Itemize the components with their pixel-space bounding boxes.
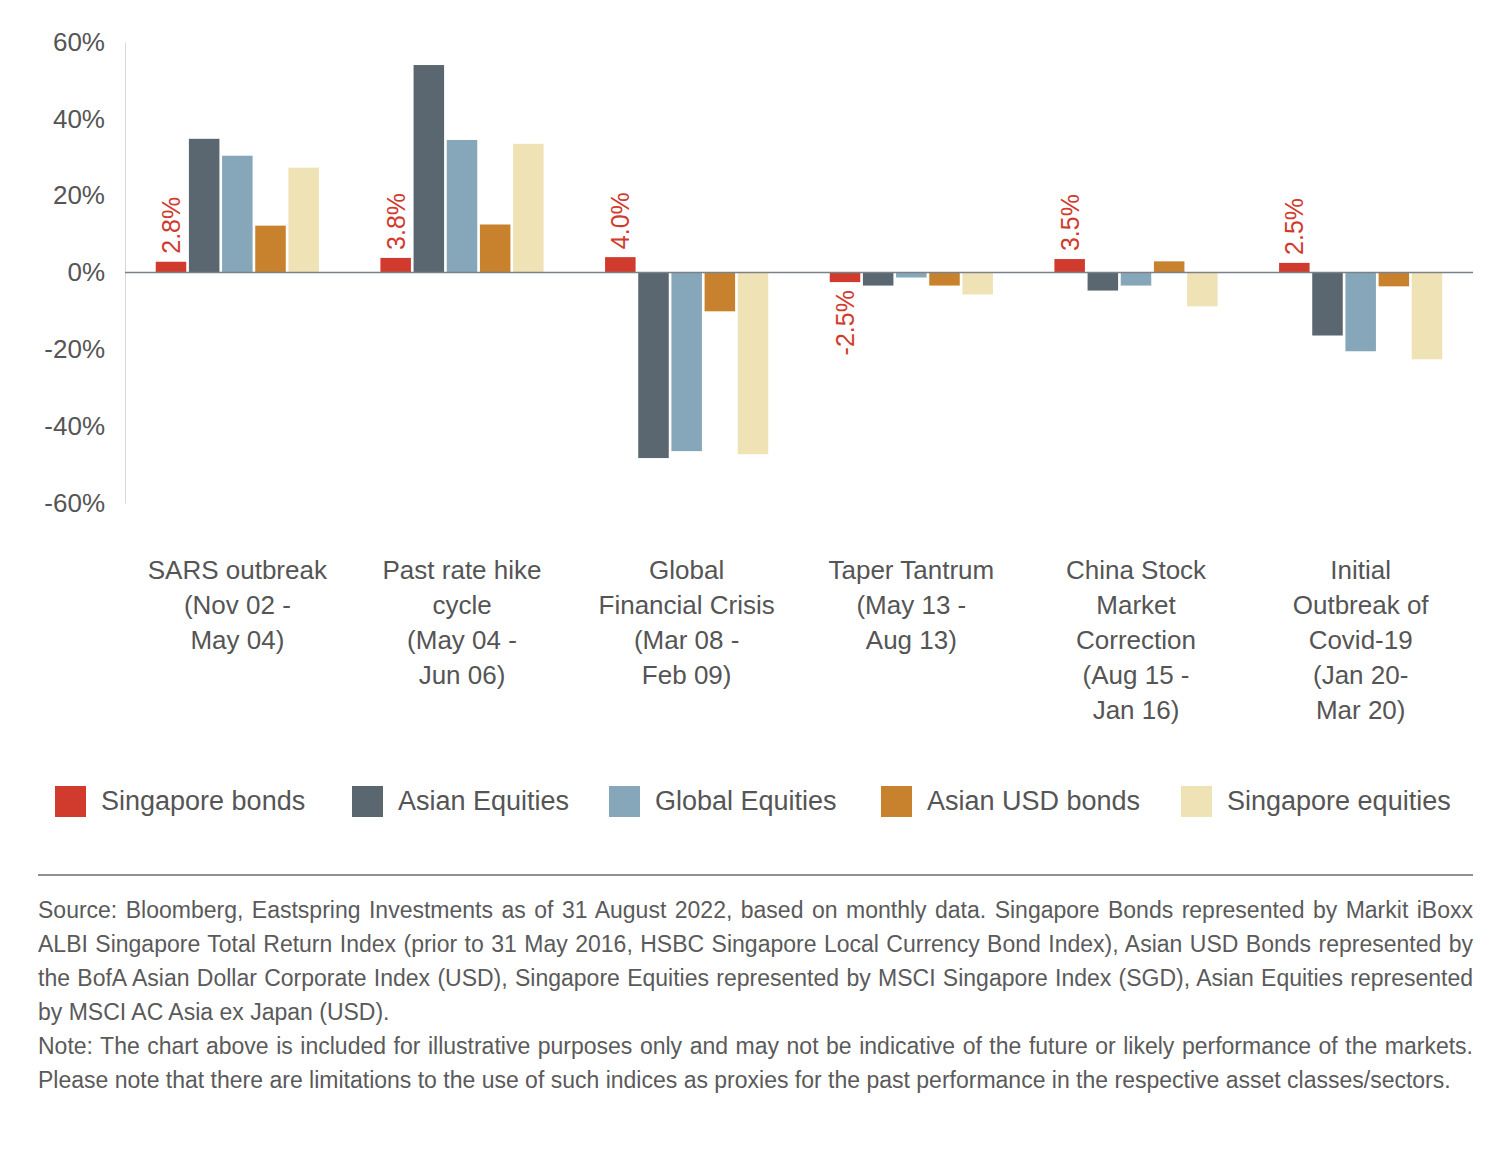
bar [447, 140, 478, 273]
bar-series [288, 144, 1442, 454]
bar [513, 144, 544, 273]
bar [156, 262, 187, 273]
data-label: 2.5% [1280, 198, 1308, 255]
y-tick: 40% [53, 104, 125, 134]
legend-label: Global Equities [655, 786, 837, 816]
bar [962, 273, 993, 295]
bar [222, 156, 253, 273]
bar [671, 273, 702, 452]
y-tick: 20% [53, 180, 125, 210]
bar [605, 257, 636, 272]
bar [189, 139, 220, 273]
y-tick: 0% [67, 257, 125, 287]
data-label: 3.8% [382, 193, 410, 250]
legend-swatch [881, 786, 912, 817]
legend-item: Asian Equities [352, 786, 569, 817]
x-tick: Past rate hikecycle(May 04 -Jun 06) [383, 548, 542, 690]
y-tick-label: -40% [44, 411, 105, 441]
legend-label: Singapore bonds [101, 786, 305, 816]
bar [1187, 273, 1218, 307]
bar [380, 258, 411, 273]
legend-swatch [609, 786, 640, 817]
legend-label: Asian Equities [398, 786, 569, 816]
y-tick: -20% [44, 334, 125, 364]
data-labels: 2.8% 3.8% 4.0% -2.5% 3.5% 2.5% [157, 192, 1308, 355]
bar [738, 273, 769, 455]
x-tick: InitialOutbreak ofCovid-19(Jan 20-Mar 20… [1293, 548, 1430, 725]
x-tick-label: InitialOutbreak ofCovid-19(Jan 20-Mar 20… [1293, 555, 1430, 725]
bar [830, 273, 861, 283]
bar [1379, 273, 1410, 287]
bar [288, 168, 319, 273]
y-tick-label: -20% [44, 334, 105, 364]
bar [1345, 273, 1376, 352]
x-tick: SARS outbreak(Nov 02 -May 04) [148, 548, 328, 655]
legend: Singapore bonds Asian Equities Global Equi… [55, 786, 1451, 817]
separator [38, 874, 1473, 876]
legend-item: Global Equities [609, 786, 837, 817]
bar [1054, 259, 1085, 272]
y-tick: -60% [44, 488, 125, 518]
x-tick-label: China StockMarketCorrection(Aug 15 -Jan … [1066, 555, 1207, 725]
bar [705, 273, 736, 312]
x-tick-label: GlobalFinancial Crisis(Mar 08 -Feb 09) [599, 555, 775, 690]
y-tick: -40% [44, 411, 125, 441]
legend-item: Asian USD bonds [881, 786, 1140, 817]
bar [929, 273, 960, 286]
footnote-paragraph: Note: The chart above is included for il… [38, 1029, 1473, 1097]
bar [1412, 273, 1443, 360]
x-axis: SARS outbreak(Nov 02 -May 04) Past rate h… [148, 548, 1430, 725]
bars [156, 65, 1443, 458]
legend-label: Singapore equities [1227, 786, 1451, 816]
y-tick-label: -60% [44, 488, 105, 518]
y-tick: 60% [53, 27, 125, 57]
x-tick: Taper Tantrum(May 13 -Aug 13) [828, 548, 994, 655]
bar [1088, 273, 1119, 291]
data-label: 3.5% [1056, 194, 1084, 251]
y-tick-label: 60% [53, 27, 105, 57]
x-tick: GlobalFinancial Crisis(Mar 08 -Feb 09) [599, 548, 775, 690]
y-axis: -60% -40% -20% 0% 20% 40% 60% [44, 27, 125, 518]
bar-series [222, 140, 1376, 451]
data-label: -2.5% [831, 290, 859, 355]
y-tick-label: 20% [53, 180, 105, 210]
legend-item: Singapore bonds [55, 786, 305, 817]
footnote: Source: Bloomberg, Eastspring Investment… [38, 893, 1473, 1097]
bar [414, 65, 445, 272]
x-tick-label: Taper Tantrum(May 13 -Aug 13) [828, 555, 994, 655]
legend-swatch [352, 786, 383, 817]
zero-line [125, 272, 1473, 274]
bar [638, 273, 669, 459]
legend-swatch [1181, 786, 1212, 817]
bar [863, 273, 894, 286]
bar [1154, 261, 1185, 272]
bar [1121, 273, 1152, 286]
legend-label: Asian USD bonds [927, 786, 1140, 816]
legend-item: Singapore equities [1181, 786, 1451, 817]
x-tick-label: SARS outbreak(Nov 02 -May 04) [148, 555, 328, 655]
x-tick-label: Past rate hikecycle(May 04 -Jun 06) [383, 555, 542, 690]
y-tick-label: 40% [53, 104, 105, 134]
chart: -60% -40% -20% 0% 20% 40% 60% 2.8% 3.8% 4.0% -2.5%… [0, 0, 1511, 880]
footnote-paragraph: Source: Bloomberg, Eastspring Investment… [38, 893, 1473, 1029]
data-label: 4.0% [606, 192, 634, 249]
bar [255, 226, 286, 273]
x-tick: China StockMarketCorrection(Aug 15 -Jan … [1066, 548, 1207, 725]
bar [1312, 273, 1343, 336]
bar-series [189, 65, 1343, 458]
bar [1279, 263, 1310, 273]
legend-swatch [55, 786, 86, 817]
y-tick-label: 0% [67, 257, 105, 287]
bar [480, 224, 511, 272]
data-label: 2.8% [157, 197, 185, 254]
